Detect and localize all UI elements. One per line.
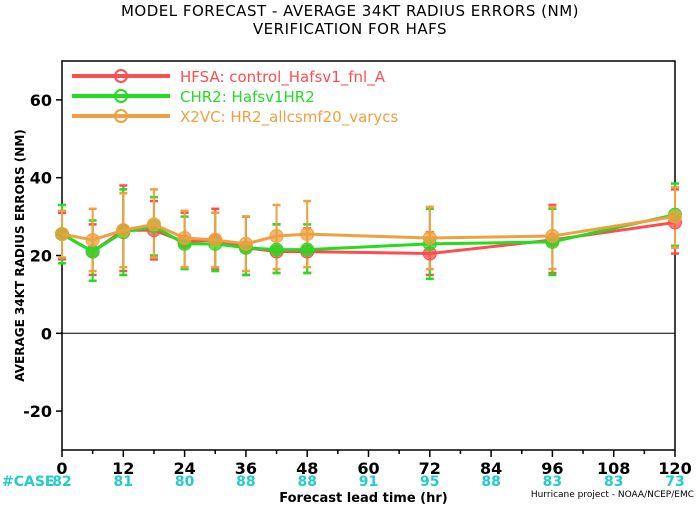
x-tick-label: 72 (419, 459, 441, 478)
x-tick-label: 24 (173, 459, 195, 478)
case-count: 73 (665, 474, 684, 490)
data-point (208, 232, 223, 247)
y-axis-label: AVERAGE 34KT RADIUS ERRORS (NM) (13, 129, 27, 381)
data-point (300, 242, 315, 257)
y-tick-label: 0 (41, 324, 52, 343)
case-count: 83 (543, 474, 562, 490)
y-tick-label: 40 (30, 169, 52, 188)
data-point (85, 232, 100, 247)
x-tick-label: 108 (597, 459, 630, 478)
case-count: 83 (604, 474, 623, 490)
case-count: 88 (297, 474, 316, 490)
x-tick-label: 48 (296, 459, 318, 478)
legend-marker (114, 69, 128, 83)
legend-marker (114, 89, 128, 103)
chart-subtitle: VERIFICATION FOR HAFS (252, 20, 448, 38)
x-tick-label: 0 (56, 459, 67, 478)
y-tick-label: -20 (23, 402, 52, 421)
x-tick-label: 12 (112, 459, 134, 478)
x-tick-label: 84 (480, 459, 502, 478)
case-count: 88 (236, 474, 255, 490)
x-tick-label: 36 (235, 459, 257, 478)
data-point (146, 217, 161, 232)
data-point (177, 230, 192, 245)
case-count: 95 (420, 474, 439, 490)
legend-marker (114, 109, 128, 123)
chart-title: MODEL FORECAST - AVERAGE 34KT RADIUS ERR… (120, 2, 580, 20)
case-count: 91 (359, 474, 378, 490)
data-point (300, 227, 315, 242)
case-count: 80 (175, 474, 195, 490)
case-count: 81 (114, 474, 133, 490)
y-tick-label: 20 (30, 247, 52, 266)
x-axis-label: Forecast lead time (hr) (279, 491, 447, 506)
data-point (85, 244, 100, 259)
data-point (422, 230, 437, 245)
x-tick-label: 120 (658, 459, 691, 478)
case-label: #CASE (2, 474, 55, 490)
legend-label: CHR2: Hafsv1HR2 (180, 88, 315, 106)
data-point (668, 209, 682, 224)
case-count: 88 (481, 474, 500, 490)
x-tick-label: 96 (541, 459, 563, 478)
data-point (269, 229, 284, 244)
credit-text: Hurricane project - NOAA/NCEP/EMC (530, 490, 694, 500)
legend-label: HFSA: control_Hafsv1_fnl_A (180, 68, 386, 87)
y-tick-label: 60 (30, 91, 52, 110)
legend-label: X2VC: HR2_allcsmf20_varycs (180, 108, 399, 127)
data-point (116, 223, 131, 238)
data-point (269, 242, 284, 257)
data-point (238, 236, 253, 251)
data-point (545, 229, 560, 244)
case-count: 82 (52, 474, 71, 490)
data-point (55, 227, 69, 242)
x-tick-label: 60 (357, 459, 379, 478)
